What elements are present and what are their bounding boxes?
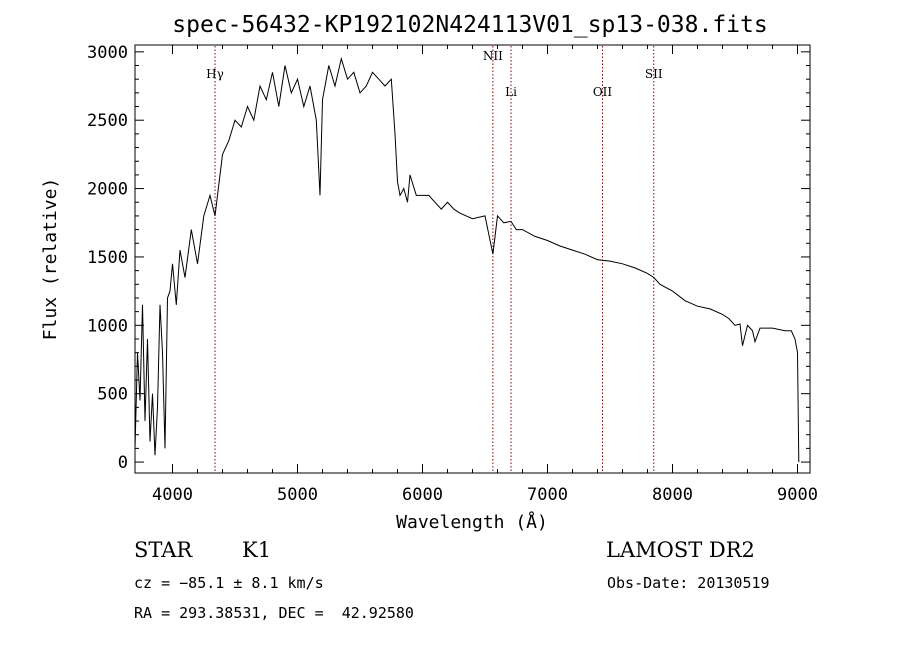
survey-name: LAMOST DR2 xyxy=(606,538,755,562)
line-marker-label: Hγ xyxy=(206,67,224,81)
x-tick-label: 7000 xyxy=(527,485,568,505)
redshift-text: cz = −85.1 ± 8.1 km/s xyxy=(134,574,324,592)
line-marker-label: NII xyxy=(483,49,503,63)
plot-frame xyxy=(134,44,811,474)
coordinates-text: RA = 293.38531, DEC = 42.92580 xyxy=(134,604,414,622)
x-tick-label: 6000 xyxy=(402,485,443,505)
y-tick-label: 1000 xyxy=(87,316,128,336)
y-tick-label: 2500 xyxy=(87,111,128,131)
y-tick-label: 3000 xyxy=(87,43,128,63)
line-marker-label: OII xyxy=(593,85,613,99)
y-tick-label: 0 xyxy=(118,453,128,473)
line-markers: Hγ NII Li OII SII xyxy=(206,46,663,472)
y-tick-label: 1500 xyxy=(87,248,128,268)
x-tick-label: 4000 xyxy=(152,485,193,505)
y-tick-label: 2000 xyxy=(87,180,128,200)
x-tick-label: 5000 xyxy=(277,485,318,505)
x-tick-label: 8000 xyxy=(652,485,693,505)
axis-ticks: 4000 5000 6000 7000 8000 9000 0 500 1000 1500 2000… xyxy=(87,43,818,505)
chart-title: spec-56432-KP192102N424113V01_sp13-038.f… xyxy=(172,12,767,38)
x-axis-label: Wavelength (Å) xyxy=(396,511,548,533)
obs-date-text: Obs-Date: 20130519 xyxy=(607,574,770,592)
line-marker-label: Li xyxy=(505,85,517,99)
x-tick-label: 9000 xyxy=(777,485,818,505)
y-tick-label: 500 xyxy=(97,385,128,405)
y-axis-label: Flux (relative) xyxy=(40,178,61,341)
object-subclass: K1 xyxy=(242,538,272,562)
spectrum-line xyxy=(134,56,800,463)
line-marker-label: SII xyxy=(645,67,663,81)
object-class: STAR xyxy=(134,538,193,562)
